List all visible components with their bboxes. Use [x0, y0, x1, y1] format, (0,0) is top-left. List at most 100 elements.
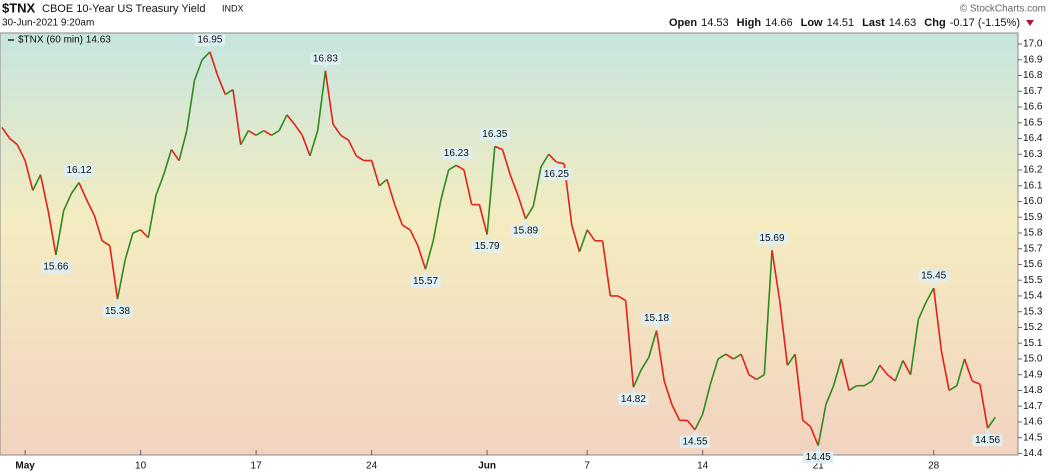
line-segment [617, 295, 627, 302]
line-segment [771, 250, 781, 301]
y-tick-label: 15.4 [1023, 291, 1043, 302]
y-tick-label: 14.7 [1023, 401, 1043, 412]
quote-label: Open [669, 17, 697, 29]
line-segment [501, 149, 511, 175]
line-segment [655, 330, 665, 382]
line-segment [671, 404, 681, 421]
line-segment [778, 300, 789, 366]
line-segment [93, 215, 103, 242]
line-segment [340, 134, 349, 141]
quote: Open 14.53 High 14.66 Low 14.51 Last 14.63 Chg -0… [669, 17, 1020, 29]
line-segment [370, 160, 381, 186]
line-segment [840, 358, 850, 391]
line-segment [224, 89, 234, 96]
annotation-pointer [422, 269, 429, 277]
quote-label: High [737, 17, 762, 29]
annotation: 16.83 [313, 53, 338, 64]
line-segment [417, 245, 427, 270]
line-segment [85, 199, 96, 217]
line-segment [70, 182, 80, 195]
line-segment [863, 380, 873, 387]
x-tick-label: 10 [135, 461, 147, 472]
line-segment [263, 129, 272, 137]
y-tick-label: 16.6 [1023, 102, 1043, 113]
line-segment [709, 358, 719, 385]
line-segment [62, 193, 73, 212]
line-segment [886, 374, 896, 382]
annotation-pointer [553, 162, 560, 170]
line-segment [848, 385, 858, 392]
annotation-pointer [653, 323, 660, 331]
y-tick-label: 15.0 [1023, 354, 1043, 365]
y-tick-label: 14.9 [1023, 369, 1043, 380]
y-tick-label: 14.4 [1023, 448, 1043, 459]
annotation-box [102, 305, 133, 318]
quote-label: Last [862, 17, 885, 29]
quote-label: Chg [924, 17, 945, 29]
line-segment [170, 149, 180, 162]
annotation-pointer [453, 158, 460, 166]
line-segment [909, 319, 920, 375]
line-segment [147, 195, 157, 238]
line-segment [440, 169, 450, 201]
quote-value: -0.17 (-1.15%) [950, 17, 1020, 29]
annotation-pointer [815, 445, 822, 453]
y-tick-label: 16.9 [1023, 54, 1043, 65]
line-segment [193, 59, 203, 81]
annotation: 15.57 [413, 276, 438, 287]
x-tick-label: 14 [697, 461, 709, 472]
line-segment [32, 174, 42, 191]
line-segment [624, 300, 635, 388]
line-segment [16, 144, 26, 161]
annotation-pointer [630, 387, 637, 395]
y-tick-label: 16.0 [1023, 196, 1043, 207]
line-segment [140, 229, 149, 239]
annotation-box [641, 312, 672, 325]
line-segment [725, 353, 734, 360]
x-tick-label: 7 [584, 461, 590, 472]
annotation-pointer [692, 429, 698, 437]
line-segment [648, 330, 658, 358]
line-segment [979, 384, 989, 429]
line-segment [347, 139, 357, 157]
line-segment [463, 169, 473, 205]
line-segment [748, 374, 758, 381]
annotation-box [194, 33, 225, 46]
line-segment [401, 224, 411, 231]
line-segment [232, 89, 242, 145]
line-segment [386, 179, 396, 205]
x-tick-label: 24 [366, 461, 378, 472]
line-segment [871, 364, 881, 382]
line-segment [601, 240, 612, 297]
line-segment [393, 204, 404, 226]
exchange: INDX [222, 3, 244, 13]
annotation-box [680, 435, 710, 448]
line-segment [925, 287, 935, 303]
line-segment [209, 51, 219, 76]
annotation: 16.35 [482, 129, 507, 140]
y-tick-label: 14.6 [1023, 417, 1043, 428]
line-segment [316, 70, 327, 131]
line-segment [509, 174, 519, 196]
x-tick-label: 28 [928, 461, 940, 472]
y-tick-label: 15.5 [1023, 275, 1043, 286]
line-segment [894, 360, 904, 382]
annotation-pointer [206, 44, 213, 52]
line-segment [409, 229, 419, 246]
annotation-pointer [522, 218, 529, 226]
y-tick-label: 15.8 [1023, 228, 1043, 239]
line-segment [817, 404, 827, 446]
annotation-box [64, 164, 94, 177]
annotation: 16.23 [444, 148, 469, 159]
annotation-box [972, 434, 1003, 447]
line-segment [794, 354, 804, 421]
annotation: 14.45 [806, 452, 831, 463]
line-segment [740, 353, 750, 375]
annotation-box [757, 232, 787, 245]
line-segment [540, 153, 550, 168]
quote-value: 14.63 [889, 17, 917, 29]
annotation: 15.38 [105, 306, 130, 317]
annotation: 15.45 [921, 271, 946, 282]
line-segment [694, 413, 704, 431]
